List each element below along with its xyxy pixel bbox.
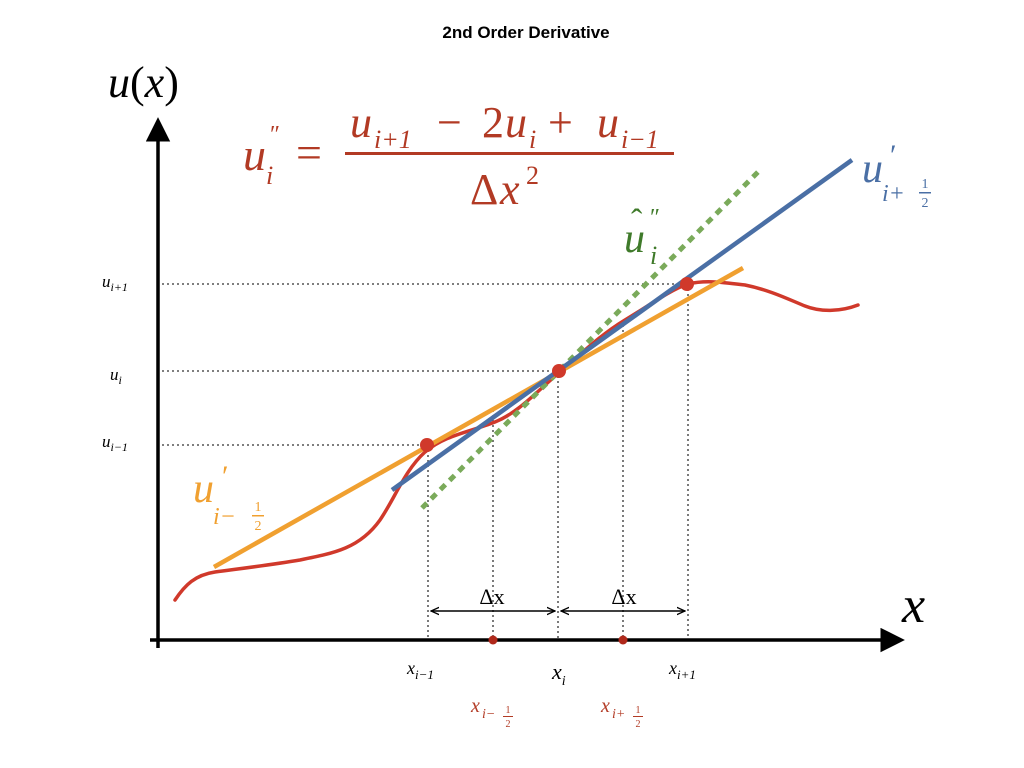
green-label-u: u: [624, 216, 645, 262]
svg-text:i+: i+: [612, 707, 625, 722]
y-tick-u-i: ui: [110, 365, 122, 387]
x-tick-x-iph: x i+ 1 2: [600, 695, 643, 730]
formula-den-sup: 2: [526, 161, 539, 190]
point-u-im1: [420, 438, 434, 452]
midpoint-x-imh: [488, 635, 498, 645]
x-tick-x-im1: xi−1: [406, 658, 434, 682]
blue-label-prime: ′: [890, 139, 897, 172]
blue-label-frac-den: 2: [922, 196, 929, 211]
y-tick-u-ip1: ui+1: [102, 272, 128, 294]
green-label-sub: i: [650, 241, 657, 270]
formula-num-u1: u: [350, 98, 372, 147]
formula-num-sub1: i+1: [374, 125, 412, 154]
formula-num-sub3: i−1: [621, 125, 659, 154]
formula-num-u2: u: [505, 98, 527, 147]
blue-label-sub: i+: [882, 181, 905, 207]
x-tick-x-iph-frac-bar: [633, 716, 643, 717]
formula-num-plus: +: [548, 98, 573, 147]
orange-line: [212, 266, 745, 569]
x-tick-labels: xi−1 xi xi+1 x i− 1 2 x i+ 1 2: [406, 658, 696, 730]
formula-lhs-sub: i: [266, 161, 273, 190]
svg-text:x: x: [600, 695, 610, 717]
diagram-title: 2nd Order Derivative: [442, 23, 609, 42]
orange-label-frac-bar: [252, 515, 264, 517]
y-tick-labels: ui+1 ui ui−1: [102, 272, 128, 454]
svg-text:2: 2: [506, 719, 511, 730]
orange-label-frac-num: 1: [255, 500, 262, 515]
blue-line: [390, 158, 854, 492]
svg-text:2: 2: [636, 719, 641, 730]
blue-label-frac-bar: [919, 192, 931, 194]
y-tick-u-im1: ui−1: [102, 432, 128, 454]
x-tick-x-imh-frac-bar: [503, 716, 513, 717]
blue-label-u: u: [862, 146, 883, 192]
midpoint-x-iph: [618, 635, 628, 645]
orange-label-frac-den: 2: [255, 519, 262, 534]
blue-line-label: u ′ i+ 1 2: [862, 139, 931, 211]
green-label-prime: ″: [650, 205, 660, 231]
svg-text:1: 1: [636, 705, 641, 716]
delta-label-left: Δx: [479, 584, 504, 609]
formula-den-x: x: [499, 165, 520, 214]
green-label-hat: ˆ: [631, 203, 643, 240]
function-curve: [173, 280, 860, 602]
y-axis-label: u(x): [108, 58, 179, 107]
orange-line-label: u ′ i− 1 2: [193, 460, 264, 534]
formula-equals: =: [296, 127, 322, 178]
green-dotted-line: [420, 168, 762, 510]
formula-num-sub2: i: [529, 125, 536, 154]
second-derivative-formula: u i ″ = u i+1 − 2 u i + u i−1 Δ x 2: [243, 98, 674, 214]
formula-lhs-u: u: [243, 129, 266, 180]
blue-label-frac-num: 1: [922, 177, 929, 192]
x-tick-x-i: xi: [551, 659, 566, 689]
formula-num-two: 2: [482, 98, 504, 147]
point-u-i: [552, 364, 566, 378]
svg-text:i−: i−: [482, 707, 495, 722]
formula-fraction-bar: [345, 152, 674, 155]
orange-label-sub: i−: [213, 504, 236, 530]
formula-lhs-prime: ″: [270, 122, 280, 148]
formula-den-delta: Δ: [470, 165, 498, 214]
x-tick-x-imh: x i− 1 2: [470, 695, 513, 730]
point-u-ip1: [680, 277, 694, 291]
x-tick-x-ip1: xi+1: [668, 658, 696, 682]
delta-label-right: Δx: [611, 584, 636, 609]
x-axis-label: x: [901, 577, 925, 634]
orange-label-u: u: [193, 466, 214, 512]
svg-text:1: 1: [506, 705, 511, 716]
svg-text:x: x: [470, 695, 480, 717]
green-line-label: u ˆ ″ i: [624, 203, 660, 270]
formula-num-minus: −: [437, 98, 462, 147]
orange-label-prime: ′: [222, 460, 229, 493]
formula-num-u3: u: [597, 98, 619, 147]
guide-lines: [162, 283, 689, 640]
